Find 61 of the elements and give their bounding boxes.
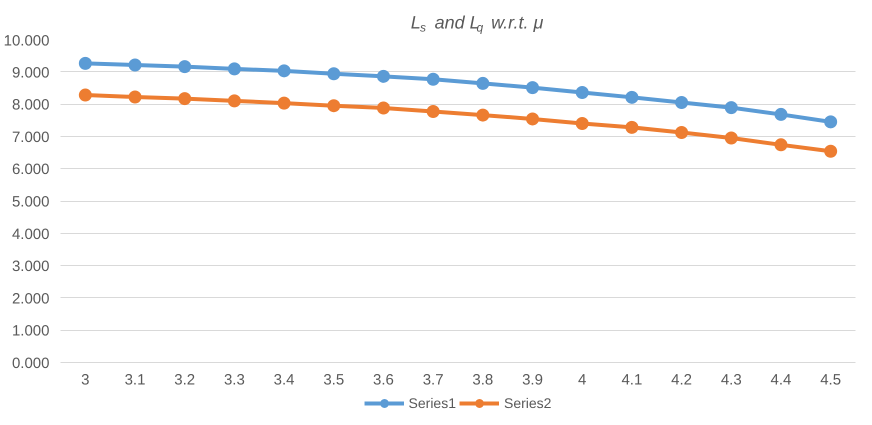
x-tick-label: 4.2 bbox=[671, 372, 692, 388]
x-tick-label: 3.2 bbox=[174, 372, 196, 388]
point bbox=[78, 56, 92, 70]
point bbox=[476, 108, 490, 122]
point bbox=[526, 112, 540, 126]
point bbox=[128, 90, 142, 104]
y-tick-label: 1.000 bbox=[12, 322, 50, 340]
x-tick-label: 3.3 bbox=[224, 372, 245, 388]
point bbox=[178, 60, 192, 74]
point bbox=[376, 70, 390, 83]
x-tick-label: 3.9 bbox=[522, 372, 543, 388]
point bbox=[426, 105, 440, 118]
point bbox=[576, 86, 589, 99]
point bbox=[824, 115, 838, 128]
legend-label: Series2 bbox=[504, 395, 552, 411]
x-tick-label: 3.6 bbox=[373, 372, 394, 388]
x-tick-label: 3.8 bbox=[472, 372, 494, 388]
point bbox=[724, 132, 738, 145]
point bbox=[625, 120, 638, 134]
point bbox=[774, 138, 788, 152]
y-tick-label: 5.000 bbox=[12, 194, 50, 210]
x-tick-label: 4 bbox=[578, 372, 586, 388]
x-tick-label: 3.1 bbox=[124, 372, 146, 388]
x-tick-label: 4.4 bbox=[770, 372, 792, 388]
point bbox=[376, 101, 390, 114]
y-tick-label: 4.000 bbox=[12, 226, 50, 243]
y-tick-label: 9.000 bbox=[12, 64, 50, 82]
y-tick-label: 3.000 bbox=[12, 258, 50, 276]
point bbox=[774, 108, 788, 121]
point bbox=[278, 64, 291, 78]
point bbox=[228, 94, 241, 108]
y-tick-label: 7.000 bbox=[12, 128, 50, 146]
point bbox=[824, 144, 838, 158]
point bbox=[228, 62, 241, 76]
point bbox=[675, 96, 688, 109]
y-tick-label: 10.000 bbox=[4, 32, 50, 50]
x-tick-label: 3.7 bbox=[422, 372, 444, 388]
x-tick-label: 3.4 bbox=[274, 372, 295, 388]
point bbox=[78, 88, 92, 102]
point bbox=[724, 101, 738, 114]
y-tick-label: 6.000 bbox=[12, 161, 50, 178]
x-tick-label: 3.5 bbox=[323, 372, 344, 388]
point bbox=[178, 92, 192, 106]
point bbox=[426, 72, 440, 86]
x-tick-label: 4.3 bbox=[720, 372, 742, 388]
point bbox=[278, 96, 291, 110]
legend-label: Series1 bbox=[408, 395, 456, 411]
y-tick-label: 2.000 bbox=[12, 290, 50, 308]
point bbox=[576, 116, 589, 130]
point bbox=[526, 81, 540, 94]
x-tick-label: 4.1 bbox=[621, 372, 642, 388]
x-tick-label: 4.5 bbox=[820, 372, 842, 388]
point bbox=[128, 58, 142, 72]
y-tick-label: 0.000 bbox=[12, 355, 50, 372]
point bbox=[476, 76, 490, 90]
point bbox=[675, 126, 688, 140]
point bbox=[625, 90, 638, 104]
point bbox=[327, 67, 340, 80]
x-tick-label: 3 bbox=[81, 372, 90, 388]
y-tick-label: 8.000 bbox=[12, 96, 50, 114]
point bbox=[327, 99, 340, 112]
